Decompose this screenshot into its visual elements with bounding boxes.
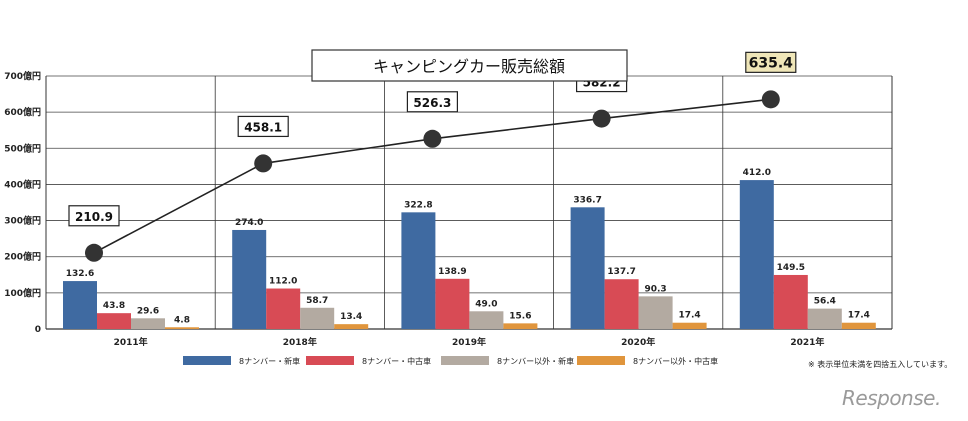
bar-value-label: 132.6	[66, 269, 94, 279]
y-tick-label: 200億円	[4, 251, 41, 263]
bar-value-label: 15.6	[509, 311, 531, 321]
bar-value-label: 43.8	[103, 301, 125, 311]
y-tick-label: 100億円	[4, 287, 41, 299]
category-labels: 2011年 2018年 2019年 2020年 2021年	[114, 336, 825, 348]
y-axis: 0 100億円 200億円 300億円 400億円 500億円 600億円 700億円	[4, 70, 41, 335]
y-tick-label: 600億円	[4, 106, 41, 118]
bar-value-label: 4.8	[174, 315, 190, 325]
bar-labels: 132.6 43.8 29.6 4.8 274.0 112.0 58.7 13.4 322.8 1…	[66, 168, 870, 325]
category-label: 2019年	[452, 336, 486, 348]
chart-title-box: キャンピングカー販売総額	[311, 49, 628, 82]
bar	[63, 281, 97, 329]
bar	[739, 180, 774, 329]
bar-value-label: 322.8	[404, 200, 432, 210]
total-value-label: 210.9	[75, 210, 113, 224]
total-value-label: 458.1	[244, 120, 282, 134]
legend-swatch	[306, 356, 354, 365]
total-point	[85, 243, 103, 262]
legend-label: 8ナンバー以外・中古車	[633, 356, 718, 366]
y-tick-label: 700億円	[4, 70, 41, 82]
total-point	[761, 90, 780, 109]
rounding-note: ※ 表示単位未満を四捨五入しています。	[808, 360, 953, 369]
bar	[334, 324, 369, 329]
total-point	[592, 109, 611, 128]
bar	[638, 296, 673, 329]
bar-value-label: 49.0	[475, 299, 497, 309]
category-label: 2018年	[283, 336, 317, 348]
bar-value-label: 149.5	[777, 263, 805, 273]
bar	[165, 327, 199, 329]
bar-value-label: 112.0	[269, 277, 297, 287]
category-label: 2020年	[621, 336, 655, 348]
legend-swatch	[183, 356, 231, 365]
bar-value-label: 90.3	[644, 284, 666, 294]
total-value-label: 635.4	[749, 55, 794, 71]
bar-value-label: 58.7	[306, 296, 328, 306]
legend-swatch	[441, 356, 489, 365]
bar	[131, 318, 165, 329]
bar-value-label: 17.4	[848, 311, 870, 321]
y-tick-label: 400億円	[4, 178, 41, 190]
bar	[435, 278, 470, 329]
bar	[232, 229, 267, 329]
bar	[841, 322, 876, 329]
bar	[570, 207, 605, 329]
bar-value-label: 29.6	[137, 306, 159, 316]
bar	[266, 288, 301, 329]
bar	[401, 212, 436, 329]
bar-value-label: 137.7	[607, 267, 635, 277]
total-label-box	[745, 51, 797, 73]
y-tick-label: 300億円	[4, 215, 41, 227]
chart-title: キャンピングカー販売総額	[373, 57, 565, 76]
bar	[672, 322, 707, 329]
bar	[300, 307, 335, 329]
bar-value-label: 56.4	[814, 297, 836, 307]
legend-label: 8ナンバー・新車	[239, 356, 300, 366]
bar-value-label: 138.9	[438, 267, 466, 277]
category-label: 2021年	[790, 336, 824, 348]
category-label: 2011年	[114, 336, 148, 348]
total-value-label: 526.3	[413, 96, 451, 110]
total-label-box	[406, 91, 458, 113]
bar-value-label: 412.0	[743, 168, 771, 178]
bars	[63, 180, 876, 329]
y-tick-label: 0	[35, 325, 41, 335]
response-logo: Response.	[842, 386, 941, 410]
bar	[604, 279, 639, 329]
total-label-box	[237, 115, 289, 138]
legend-label: 8ナンバー・中古車	[362, 356, 431, 366]
legend-swatch	[577, 356, 625, 365]
bar	[469, 311, 504, 329]
bar	[773, 274, 808, 329]
total-label-box	[68, 205, 120, 227]
bar-value-label: 13.4	[340, 312, 362, 322]
bar-value-label: 274.0	[235, 218, 263, 228]
bar	[97, 313, 131, 329]
legend: 8ナンバー・新車 8ナンバー・中古車 8ナンバー以外・新車 8ナンバー以外・中古車	[183, 356, 718, 366]
bar	[503, 323, 538, 329]
bar-value-label: 336.7	[573, 195, 601, 205]
legend-label: 8ナンバー以外・新車	[497, 356, 574, 366]
total-point	[423, 129, 442, 148]
bar	[807, 308, 842, 329]
bar-value-label: 17.4	[678, 311, 700, 321]
y-tick-label: 500億円	[4, 142, 41, 154]
total-point	[254, 154, 273, 173]
